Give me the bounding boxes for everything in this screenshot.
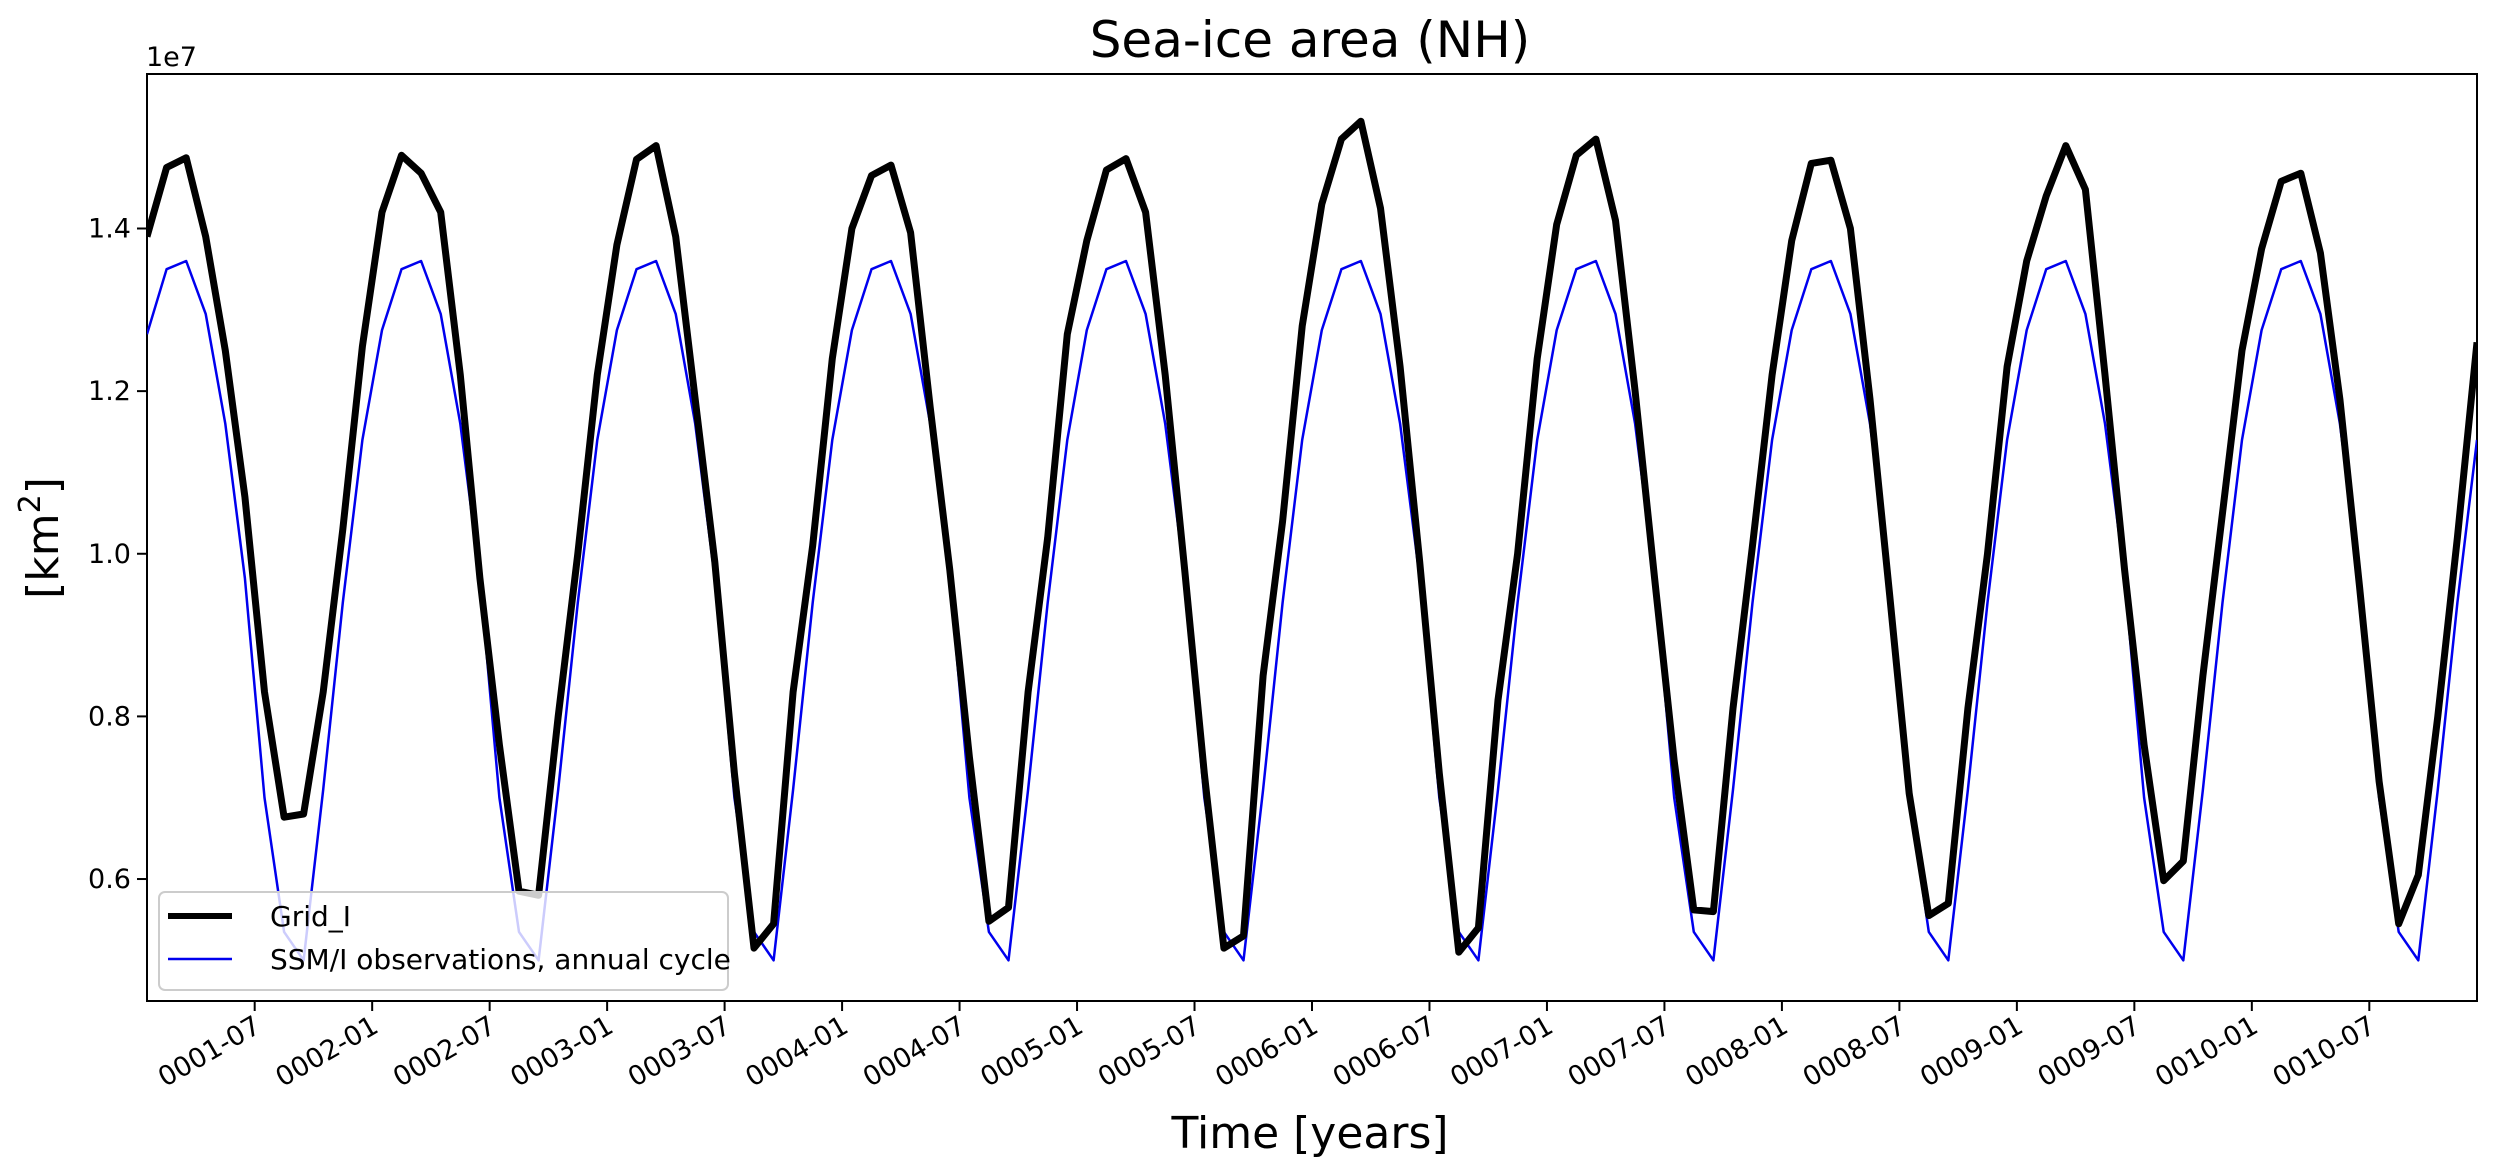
y-axis-label-base: [km [18, 513, 69, 599]
legend-box [158, 891, 729, 991]
y-axis: 0.6 0.8 1.0 1.2 1.4 [88, 214, 147, 895]
legend-label-ssmi: SSM/I observations, annual cycle [270, 943, 731, 976]
y-offset-label: 1e7 [146, 42, 197, 73]
chart-title: Sea-ice area (NH) [1090, 11, 1531, 69]
legend-label-grid-i: Grid_I [270, 900, 351, 933]
y-tick-label: 1.4 [88, 214, 131, 245]
x-axis-label: Time [years] [1170, 1108, 1448, 1159]
y-axis-label-sup: 2 [13, 494, 48, 513]
y-tick-label: 1.0 [88, 539, 131, 570]
y-tick-label: 0.8 [88, 701, 131, 732]
legend: Grid_I SSM/I observations, annual cycle [158, 891, 731, 991]
y-axis-label-end: ] [18, 477, 69, 494]
y-tick-label: 0.6 [88, 864, 131, 895]
y-tick-label: 1.2 [88, 376, 131, 407]
y-axis-label: [km2] [13, 477, 69, 599]
